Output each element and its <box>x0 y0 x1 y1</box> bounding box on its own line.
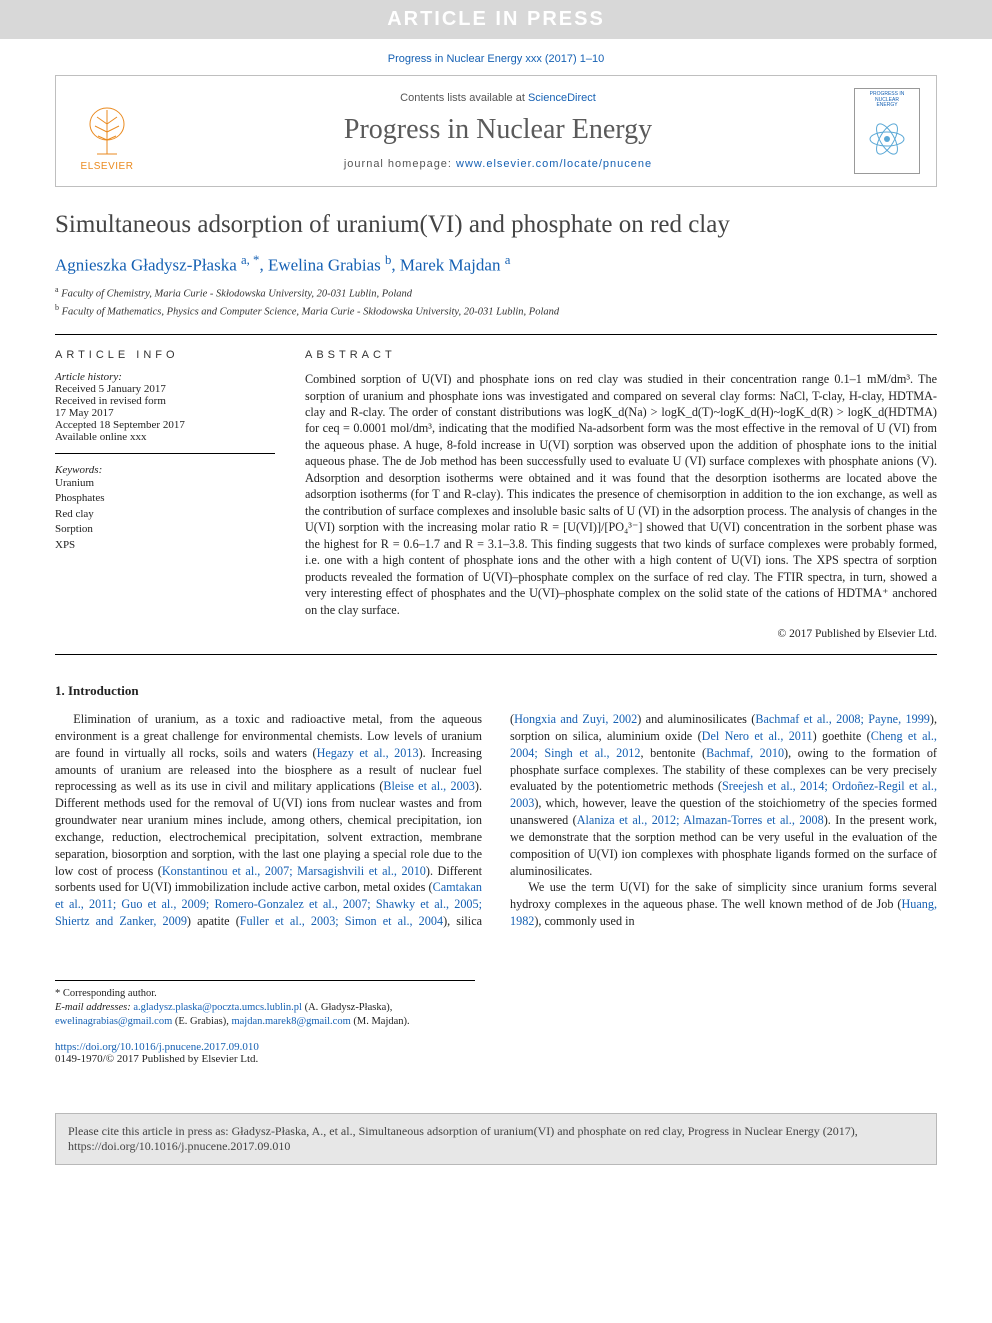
abstract-head: ABSTRACT <box>305 349 937 361</box>
text-run: (M. Majdan). <box>351 1016 410 1027</box>
abstract-copyright: © 2017 Published by Elsevier Ltd. <box>305 628 937 640</box>
divider <box>55 334 937 335</box>
email-label: E-mail addresses: <box>55 1002 131 1013</box>
affil-sup: a <box>55 285 59 294</box>
text-run: (A. Gładysz-Płaska), <box>302 1002 392 1013</box>
sciencedirect-link[interactable]: ScienceDirect <box>528 92 596 104</box>
affiliations: a Faculty of Chemistry, Maria Curie - Sk… <box>55 284 937 320</box>
atom-icon <box>867 119 907 159</box>
citation-link[interactable]: Bachmaf et al., 2008; Payne, 1999 <box>755 712 930 726</box>
journal-masthead: ELSEVIER Contents lists available at Sci… <box>55 75 937 187</box>
journal-homepage-link[interactable]: www.elsevier.com/locate/pnucene <box>456 158 652 170</box>
affiliation: a Faculty of Chemistry, Maria Curie - Sk… <box>55 284 937 302</box>
citation-link[interactable]: Alaniza et al., 2012; Almazan-Torres et … <box>577 813 824 827</box>
article-title: Simultaneous adsorption of uranium(VI) a… <box>55 211 937 239</box>
affil-text: Faculty of Mathematics, Physics and Comp… <box>62 306 560 317</box>
intro-paragraph: We use the term U(VI) for the sake of si… <box>510 879 937 929</box>
history-line: Received 5 January 2017 <box>55 383 275 395</box>
contents-line: Contents lists available at ScienceDirec… <box>156 92 840 104</box>
abstract-column: ABSTRACT Combined sorption of U(VI) and … <box>305 349 937 640</box>
journal-name: Progress in Nuclear Energy <box>156 114 840 146</box>
body-text: Elimination of uranium, as a toxic and r… <box>55 711 937 930</box>
history-label: Article history: <box>55 371 275 383</box>
elsevier-tree-icon <box>84 106 130 158</box>
cite-as-box: Please cite this article in press as: Gł… <box>55 1113 937 1165</box>
email-line: E-mail addresses: a.gladysz.plaska@poczt… <box>55 1001 475 1029</box>
homepage-prefix: journal homepage: <box>344 158 456 170</box>
text-run: ), commonly used in <box>534 914 634 928</box>
citation-link[interactable]: Del Nero et al., 2011 <box>702 729 813 743</box>
affiliation: b Faculty of Mathematics, Physics and Co… <box>55 302 937 320</box>
elsevier-logo: ELSEVIER <box>72 90 142 172</box>
article-info-head: ARTICLE INFO <box>55 349 275 361</box>
divider <box>55 654 937 655</box>
citation-link[interactable]: Hongxia and Zuyi, 2002 <box>514 712 637 726</box>
journal-cover-thumb: PROGRESS IN NUCLEAR ENERGY <box>854 88 920 174</box>
citation-link[interactable]: Hegazy et al., 2013 <box>317 746 419 760</box>
text-run: ) apatite ( <box>187 914 240 928</box>
text-run: ) goethite ( <box>813 729 871 743</box>
cover-title-line: ENERGY <box>876 103 897 109</box>
keywords-list: Uranium Phosphates Red clay Sorption XPS <box>55 476 275 553</box>
footnotes: * Corresponding author. E-mail addresses… <box>55 980 475 1030</box>
history-line: Accepted 18 September 2017 <box>55 419 275 431</box>
text-run: (E. Grabias), <box>172 1016 231 1027</box>
text-run: , bentonite ( <box>641 746 707 760</box>
history-line: Received in revised form <box>55 395 275 407</box>
abstract-body: Combined sorption of U(VI) and phosphate… <box>305 371 937 618</box>
citation-header: Progress in Nuclear Energy xxx (2017) 1–… <box>0 53 992 65</box>
elsevier-wordmark: ELSEVIER <box>81 161 134 172</box>
issn-copyright: 0149-1970/© 2017 Published by Elsevier L… <box>55 1053 258 1065</box>
history-line: 17 May 2017 <box>55 407 275 419</box>
affil-sup: b <box>55 303 59 312</box>
keyword: XPS <box>55 538 275 553</box>
citation-link[interactable]: Bachmaf, 2010 <box>706 746 784 760</box>
email-link[interactable]: majdan.marek8@gmail.com <box>231 1016 350 1027</box>
history-line: Available online xxx <box>55 431 275 443</box>
in-press-banner: ARTICLE IN PRESS <box>0 0 992 39</box>
section-heading-intro: 1. Introduction <box>55 683 937 699</box>
affil-text: Faculty of Chemistry, Maria Curie - Skło… <box>61 288 412 299</box>
text-run: ) and aluminosilicates ( <box>637 712 755 726</box>
keyword: Red clay <box>55 507 275 522</box>
email-link[interactable]: a.gladysz.plaska@poczta.umcs.lublin.pl <box>133 1002 302 1013</box>
keywords-label: Keywords: <box>55 464 275 476</box>
keyword: Phosphates <box>55 491 275 506</box>
doi-block: https://doi.org/10.1016/j.pnucene.2017.0… <box>55 1041 937 1065</box>
keyword: Sorption <box>55 522 275 537</box>
homepage-line: journal homepage: www.elsevier.com/locat… <box>156 158 840 170</box>
doi-link[interactable]: https://doi.org/10.1016/j.pnucene.2017.0… <box>55 1041 259 1053</box>
authors-line: Agnieszka Gładysz-Płaska a, *, Ewelina G… <box>55 253 937 276</box>
contents-prefix: Contents lists available at <box>400 92 528 104</box>
article-info-column: ARTICLE INFO Article history: Received 5… <box>55 349 275 640</box>
email-link[interactable]: ewelinagrabias@gmail.com <box>55 1016 172 1027</box>
text-run: We use the term U(VI) for the sake of si… <box>510 880 937 911</box>
corresponding-author: * Corresponding author. <box>55 987 475 1001</box>
keyword: Uranium <box>55 476 275 491</box>
citation-link[interactable]: Fuller et al., 2003; Simon et al., 2004 <box>240 914 443 928</box>
citation-link[interactable]: Konstantinou et al., 2007; Marsagishvili… <box>162 864 426 878</box>
text-run: immobilization include active carbon, me… <box>175 880 433 894</box>
citation-link[interactable]: Bleise et al., 2003 <box>383 779 474 793</box>
